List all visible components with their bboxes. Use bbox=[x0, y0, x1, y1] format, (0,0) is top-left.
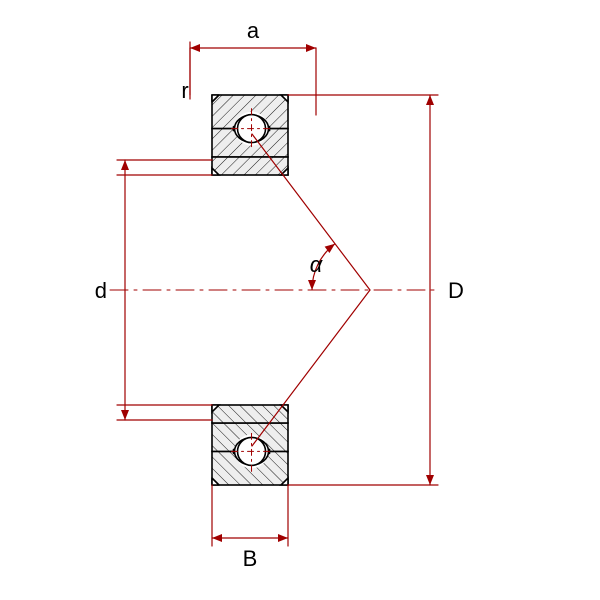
diagram-canvas: a r Dd Bα bbox=[0, 0, 600, 600]
bearing-cross-section-svg: a r Dd Bα bbox=[0, 0, 600, 600]
svg-text:B: B bbox=[243, 546, 258, 571]
svg-text:d: d bbox=[95, 278, 107, 303]
svg-text:D: D bbox=[448, 278, 464, 303]
svg-text:a: a bbox=[247, 18, 260, 43]
svg-text:α: α bbox=[310, 252, 324, 277]
label-r: r bbox=[181, 78, 188, 103]
